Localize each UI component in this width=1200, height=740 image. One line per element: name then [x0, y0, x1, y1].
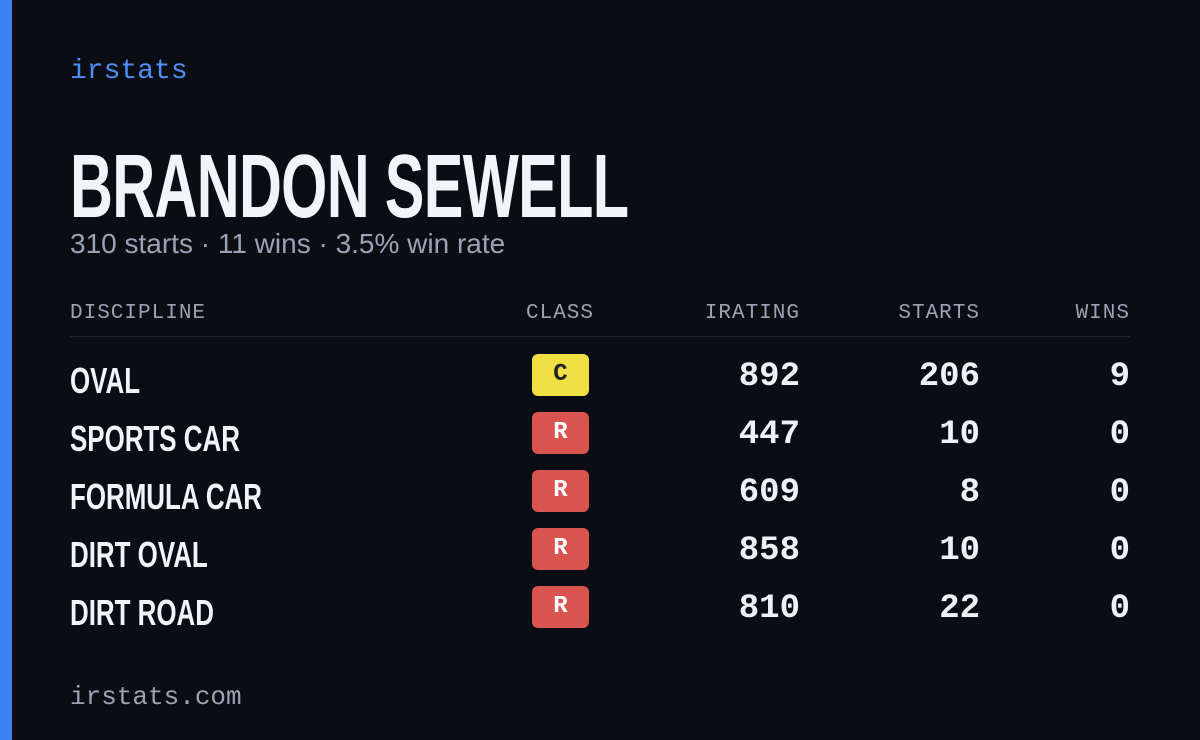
header-discipline: DISCIPLINE [70, 302, 207, 325]
header-irating: IRATING [704, 302, 800, 325]
class-badge: R [532, 412, 589, 454]
starts: 10 [939, 532, 980, 570]
discipline: SPORTS CAR [70, 418, 240, 459]
wins: 0 [1109, 532, 1130, 570]
wins: 0 [1109, 416, 1130, 454]
irating: 892 [738, 358, 800, 396]
irating: 447 [738, 416, 800, 454]
brand: irstats [70, 56, 188, 87]
wins: 0 [1109, 590, 1130, 628]
header-wins: WINS [1075, 302, 1130, 325]
discipline: OVAL [70, 360, 141, 401]
class-badge: R [532, 528, 589, 570]
discipline: DIRT OVAL [70, 534, 208, 575]
starts: 8 [959, 474, 980, 512]
class-badge: R [532, 470, 589, 512]
starts: 206 [918, 358, 980, 396]
class-badge: R [532, 586, 589, 628]
starts: 22 [939, 590, 980, 628]
footer: irstats.com [70, 682, 242, 712]
irating: 810 [738, 590, 800, 628]
header-rule [70, 336, 1130, 337]
irating: 609 [738, 474, 800, 512]
discipline: DIRT ROAD [70, 592, 214, 633]
class-badge: C [532, 354, 589, 396]
irating: 858 [738, 532, 800, 570]
header-starts: STARTS [898, 302, 980, 325]
wins: 0 [1109, 474, 1130, 512]
discipline: FORMULA CAR [70, 476, 262, 517]
accent-bar [0, 0, 12, 740]
driver-name: BRANDON SEWELL [70, 137, 629, 237]
driver-summary: 310 starts · 11 wins · 3.5% win rate [70, 228, 506, 259]
starts: 10 [939, 416, 980, 454]
header-class: CLASS [525, 302, 594, 325]
wins: 9 [1109, 358, 1130, 396]
